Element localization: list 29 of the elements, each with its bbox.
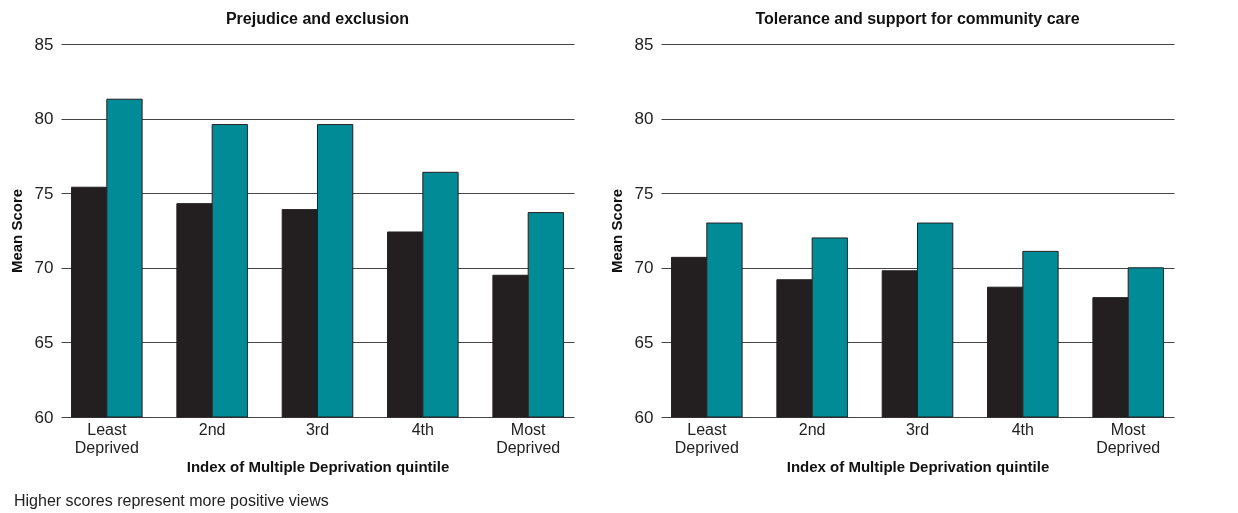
y-tick-label: 60 [34,407,54,427]
y-axis-title: Mean Score [7,188,25,274]
y-tick-label: 70 [634,258,654,278]
y-tick-label: 80 [34,109,54,129]
chart-title: Tolerance and support for community care [755,10,1080,27]
x-tick-label: Most Deprived [1096,420,1161,456]
x-tick-label: Least Deprived [674,420,739,456]
y-tick-label: 85 [34,34,54,54]
y-tick-label: 60 [634,407,654,427]
x-tick-label: 4th [411,420,434,438]
y-tick-label: 85 [634,34,654,54]
y-axis-title: Mean Score [607,188,625,274]
x-tick-label: 3rd [305,420,330,438]
x-axis-title: Index of Multiple Deprivation quintile [786,457,1050,475]
chart-title: Prejudice and exclusion [225,10,410,27]
x-tick-label: 4th [1011,420,1034,438]
x-tick-label: 2nd [198,420,226,438]
y-tick-label: 80 [634,109,654,129]
x-axis-title: Index of Multiple Deprivation quintile [186,457,450,475]
x-tick-label: Least Deprived [74,420,139,456]
y-tick-label: 70 [34,258,54,278]
text: Higher scores represent more positive views [14,492,329,510]
y-tick-label: 75 [634,183,654,203]
y-tick-label: 65 [634,332,654,352]
y-tick-label: 65 [34,332,54,352]
x-tick-label: 2nd [798,420,826,438]
x-tick-label: Most Deprived [496,420,561,456]
y-tick-label: 75 [34,183,54,203]
x-tick-label: 3rd [905,420,930,438]
